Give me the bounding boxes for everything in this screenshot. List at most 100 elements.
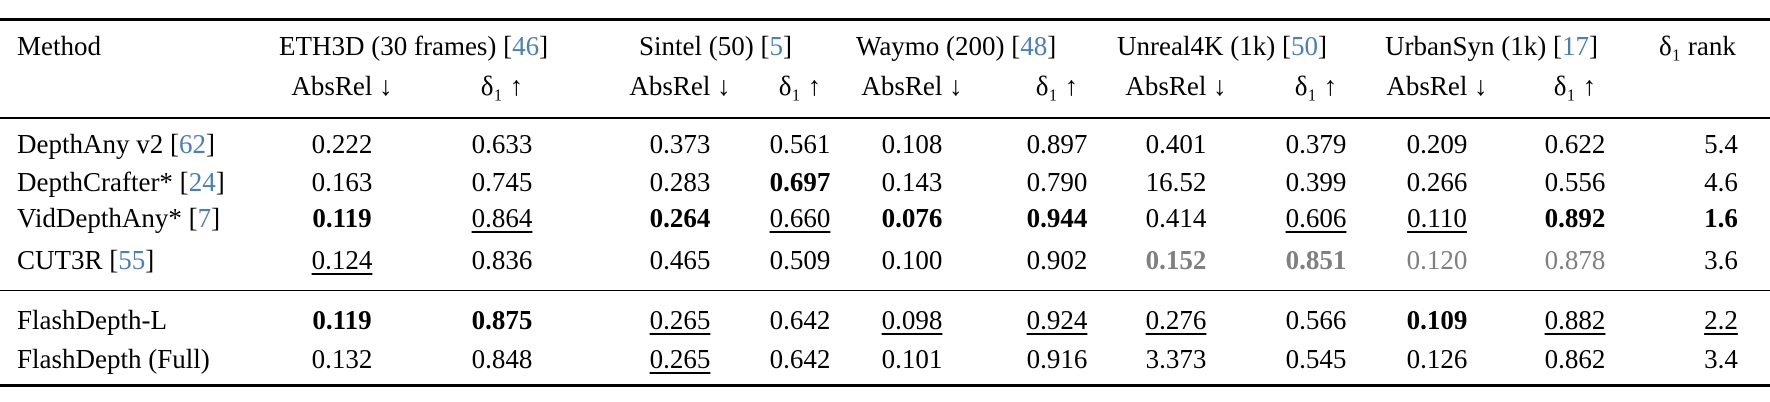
method-header: Method <box>17 31 101 61</box>
top-rule <box>0 18 1770 21</box>
rank-cell: 4.6 <box>1704 167 1738 197</box>
metric-cell: 0.264 <box>649 203 711 233</box>
metric-cell: 0.642 <box>769 305 831 335</box>
metric-cell: 0.119 <box>312 305 372 335</box>
metric-cell: 0.864 <box>471 203 533 233</box>
metric-cell: 0.110 <box>1407 203 1467 233</box>
metric-cell: 0.556 <box>1544 167 1606 197</box>
method-name: VidDepthAny* [7] <box>17 203 221 233</box>
metric-cell: 0.266 <box>1406 167 1468 197</box>
metric-cell: 0.606 <box>1285 203 1347 233</box>
metric-cell: 0.126 <box>1406 344 1468 374</box>
header-rule <box>0 117 1770 119</box>
metric-cell: 0.924 <box>1026 305 1088 335</box>
metric-cell: 0.944 <box>1026 203 1088 233</box>
metric-cell: 0.100 <box>881 245 943 275</box>
method-name: DepthCrafter* [24] <box>17 167 225 197</box>
absrel-subheader: AbsRel ↓ <box>861 71 963 101</box>
absrel-subheader: AbsRel ↓ <box>629 71 731 101</box>
metric-cell: 0.851 <box>1285 245 1347 275</box>
rank-cell: 1.6 <box>1704 203 1738 233</box>
bottom-rule <box>0 384 1770 387</box>
metric-cell: 0.098 <box>881 305 943 335</box>
absrel-subheader: AbsRel ↓ <box>1386 71 1488 101</box>
metric-cell: 0.209 <box>1406 129 1468 159</box>
metric-cell: 0.152 <box>1145 245 1207 275</box>
metric-cell: 0.276 <box>1145 305 1207 335</box>
metric-cell: 0.878 <box>1544 245 1606 275</box>
method-name: FlashDepth (Full) <box>17 344 210 374</box>
metric-cell: 0.163 <box>311 167 373 197</box>
citation-link[interactable]: 50 <box>1290 31 1318 61</box>
metric-cell: 0.379 <box>1285 129 1347 159</box>
rank-cell: 5.4 <box>1704 129 1738 159</box>
metric-cell: 0.509 <box>769 245 831 275</box>
citation-link[interactable]: 55 <box>118 245 146 275</box>
metric-cell: 0.892 <box>1544 203 1606 233</box>
metric-cell: 0.265 <box>649 305 711 335</box>
metric-cell: 0.108 <box>881 129 943 159</box>
metric-cell: 0.745 <box>471 167 533 197</box>
rank-cell: 2.2 <box>1704 305 1738 335</box>
method-name: DepthAny v2 [62] <box>17 129 215 159</box>
metric-cell: 16.52 <box>1145 167 1207 197</box>
delta1-subheader: δ₁ ↑ <box>1035 71 1079 101</box>
metric-cell: 0.642 <box>769 344 831 374</box>
delta1-subheader: δ₁ ↑ <box>1553 71 1597 101</box>
metric-cell: 0.399 <box>1285 167 1347 197</box>
group-header-unreal4k: Unreal4K (1k) [50] <box>1117 31 1327 61</box>
metric-cell: 0.132 <box>311 344 373 374</box>
metric-cell: 0.882 <box>1544 305 1606 335</box>
metric-cell: 0.222 <box>311 129 373 159</box>
metric-cell: 0.622 <box>1544 129 1606 159</box>
metric-cell: 0.848 <box>471 344 533 374</box>
metric-cell: 0.401 <box>1145 129 1207 159</box>
metric-cell: 0.862 <box>1544 344 1606 374</box>
metric-cell: 0.561 <box>769 129 831 159</box>
delta1-subheader: δ₁ ↑ <box>480 71 524 101</box>
metric-cell: 0.697 <box>769 167 831 197</box>
method-name: CUT3R [55] <box>17 245 155 275</box>
group-header-sintel: Sintel (50) [5] <box>639 31 792 61</box>
metric-cell: 0.109 <box>1406 305 1468 335</box>
metric-cell: 3.373 <box>1145 344 1207 374</box>
metric-cell: 0.076 <box>881 203 943 233</box>
group-separator-rule <box>0 290 1770 291</box>
group-header-eth3d: ETH3D (30 frames) [46] <box>279 31 549 61</box>
metric-cell: 0.566 <box>1285 305 1347 335</box>
citation-link[interactable]: 48 <box>1020 31 1048 61</box>
metric-cell: 0.101 <box>881 344 943 374</box>
metric-cell: 0.902 <box>1026 245 1088 275</box>
metric-cell: 0.897 <box>1026 129 1088 159</box>
metric-cell: 0.119 <box>312 203 372 233</box>
metric-cell: 0.265 <box>649 344 711 374</box>
delta1-subheader: δ₁ ↑ <box>778 71 822 101</box>
absrel-subheader: AbsRel ↓ <box>291 71 393 101</box>
rank-cell: 3.6 <box>1704 245 1738 275</box>
rank-cell: 3.4 <box>1704 344 1738 374</box>
citation-link[interactable]: 24 <box>188 167 216 197</box>
citation-link[interactable]: 17 <box>1561 31 1589 61</box>
metric-cell: 0.545 <box>1285 344 1347 374</box>
citation-link[interactable]: 5 <box>769 31 783 61</box>
metric-cell: 0.414 <box>1145 203 1207 233</box>
delta1-subheader: δ₁ ↑ <box>1294 71 1338 101</box>
metric-cell: 0.790 <box>1026 167 1088 197</box>
metric-cell: 0.283 <box>649 167 711 197</box>
rank-header: δ₁ rank <box>1659 31 1736 61</box>
group-header-urbansyn: UrbanSyn (1k) [17] <box>1385 31 1598 61</box>
citation-link[interactable]: 62 <box>178 129 206 159</box>
absrel-subheader: AbsRel ↓ <box>1125 71 1227 101</box>
metric-cell: 0.916 <box>1026 344 1088 374</box>
group-header-waymo: Waymo (200) [48] <box>856 31 1057 61</box>
metric-cell: 0.875 <box>471 305 533 335</box>
citation-link[interactable]: 46 <box>512 31 540 61</box>
metric-cell: 0.660 <box>769 203 831 233</box>
citation-link[interactable]: 7 <box>197 203 212 233</box>
method-name: FlashDepth-L <box>17 305 167 335</box>
metric-cell: 0.124 <box>311 245 373 275</box>
metric-cell: 0.120 <box>1406 245 1468 275</box>
metric-cell: 0.465 <box>649 245 711 275</box>
metric-cell: 0.373 <box>649 129 711 159</box>
metric-cell: 0.836 <box>471 245 533 275</box>
